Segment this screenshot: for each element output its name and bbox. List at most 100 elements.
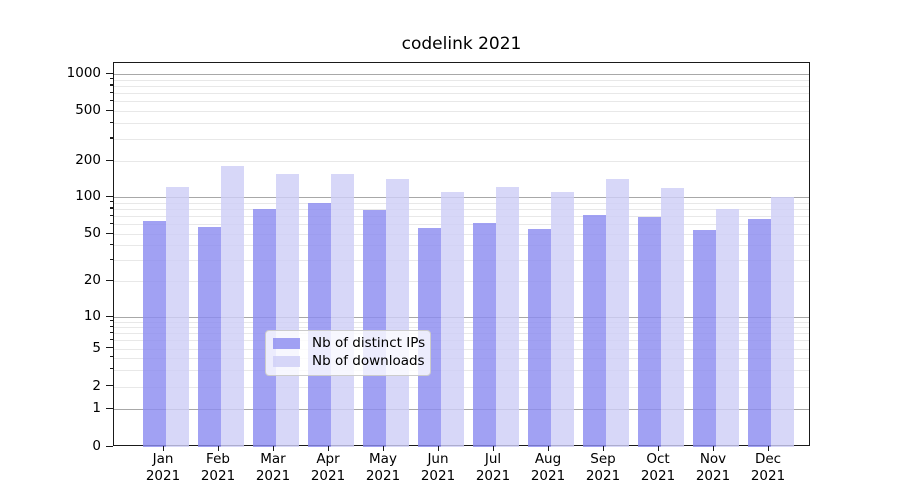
- legend-item-distinct-ips: Nb of distinct IPs: [266, 335, 430, 352]
- y-tick-mark: [106, 445, 113, 447]
- bar-downloads: [221, 166, 244, 447]
- bar-downloads: [276, 173, 299, 447]
- gridline-minor: [114, 138, 809, 140]
- gridline-minor: [114, 123, 809, 125]
- gridline-minor: [114, 93, 809, 95]
- y-tick-mark: [106, 315, 113, 317]
- y-minor-tick-mark: [109, 84, 113, 86]
- bar-downloads: [661, 187, 684, 447]
- y-tick-label: 10: [83, 308, 101, 324]
- y-minor-tick-mark: [109, 121, 113, 123]
- legend-label-downloads: Nb of downloads: [312, 353, 425, 369]
- x-tick-mark: [602, 446, 604, 451]
- y-minor-tick-mark: [109, 320, 113, 322]
- y-tick-mark: [106, 407, 113, 409]
- bar-distinct-ips: [363, 209, 386, 447]
- y-minor-tick-mark: [109, 356, 113, 358]
- gridline-minor: [114, 111, 809, 112]
- y-minor-tick-mark: [109, 258, 113, 260]
- y-minor-tick-mark: [109, 331, 113, 333]
- bar-downloads: [331, 174, 354, 447]
- y-minor-tick-mark: [109, 368, 113, 370]
- legend-item-downloads: Nb of downloads: [266, 353, 430, 370]
- x-tick-mark: [217, 446, 219, 451]
- y-minor-tick-mark: [109, 243, 113, 246]
- x-tick-mark: [492, 446, 494, 451]
- y-tick-label: 0: [92, 438, 101, 454]
- y-tick-label: 100: [75, 188, 101, 204]
- bar-distinct-ips: [143, 220, 166, 447]
- x-tick-label: Feb 2021: [200, 451, 236, 484]
- x-tick-mark: [547, 446, 549, 451]
- gridline-major: [114, 74, 809, 75]
- y-tick-label: 2: [92, 377, 101, 394]
- y-tick-label: 1000: [66, 65, 101, 81]
- y-tick-label: 200: [75, 152, 101, 168]
- bar-downloads: [496, 187, 519, 447]
- y-tick-label: 1: [92, 400, 101, 416]
- y-tick-label: 20: [83, 272, 101, 288]
- legend: Nb of distinct IPs Nb of downloads: [265, 330, 431, 376]
- x-tick-label: Mar 2021: [255, 451, 291, 484]
- x-tick-mark: [437, 446, 439, 451]
- x-tick-label: Jan 2021: [145, 451, 181, 484]
- x-tick-label: Sep 2021: [585, 451, 621, 484]
- bar-downloads: [441, 191, 464, 447]
- y-tick-label: 500: [75, 102, 101, 118]
- bar-downloads: [716, 208, 739, 447]
- y-tick-mark: [106, 72, 113, 74]
- x-tick-mark: [162, 446, 164, 451]
- y-minor-tick-mark: [109, 159, 113, 161]
- gridline-minor: [114, 101, 809, 103]
- bar-distinct-ips: [528, 228, 551, 447]
- y-minor-tick-mark: [109, 279, 113, 281]
- y-minor-tick-mark: [109, 99, 113, 101]
- y-minor-tick-mark: [109, 78, 113, 80]
- bar-downloads: [771, 197, 794, 447]
- gridline-minor: [114, 79, 809, 81]
- y-minor-tick-mark: [109, 325, 113, 327]
- y-minor-tick-mark: [109, 385, 113, 387]
- x-tick-mark: [272, 446, 274, 451]
- bar-distinct-ips: [473, 223, 496, 447]
- x-tick-label: Dec 2021: [750, 451, 786, 484]
- x-tick-label: Aug 2021: [530, 451, 566, 484]
- bar-downloads: [386, 178, 409, 447]
- legend-swatch-downloads: [273, 356, 300, 367]
- x-tick-label: Oct 2021: [640, 451, 676, 484]
- x-tick-mark: [657, 446, 659, 451]
- y-minor-tick-mark: [109, 137, 113, 139]
- legend-label-distinct-ips: Nb of distinct IPs: [312, 335, 426, 351]
- x-tick-label: Jun 2021: [420, 451, 456, 484]
- plot-area: [113, 62, 810, 447]
- bar-distinct-ips: [198, 227, 221, 447]
- x-tick-mark: [767, 446, 769, 451]
- bar-downloads: [551, 191, 574, 447]
- x-tick-mark: [382, 446, 384, 451]
- y-minor-tick-mark: [109, 222, 113, 224]
- y-tick-mark: [106, 195, 113, 197]
- legend-swatch-distinct-ips: [273, 338, 300, 349]
- x-tick-mark: [327, 446, 329, 451]
- y-minor-tick-mark: [109, 109, 113, 111]
- bar-distinct-ips: [638, 216, 661, 447]
- y-minor-tick-mark: [109, 214, 113, 216]
- bar-distinct-ips: [693, 229, 716, 447]
- bar-distinct-ips: [253, 208, 276, 447]
- y-minor-tick-mark: [109, 201, 113, 203]
- y-tick-label: 5: [92, 339, 101, 356]
- y-minor-tick-mark: [109, 347, 113, 349]
- y-minor-tick-mark: [109, 232, 113, 234]
- gridline-minor: [114, 85, 809, 87]
- x-tick-label: Jul 2021: [475, 451, 511, 484]
- bar-downloads: [606, 179, 629, 447]
- y-minor-tick-mark: [109, 207, 113, 209]
- bar-distinct-ips: [583, 214, 606, 447]
- x-tick-label: Nov 2021: [695, 451, 731, 484]
- gridline-minor: [114, 161, 809, 162]
- x-tick-mark: [712, 446, 714, 451]
- x-tick-label: May 2021: [365, 451, 401, 484]
- y-tick-label: 50: [83, 225, 101, 241]
- chart-title: codelink 2021: [401, 34, 522, 54]
